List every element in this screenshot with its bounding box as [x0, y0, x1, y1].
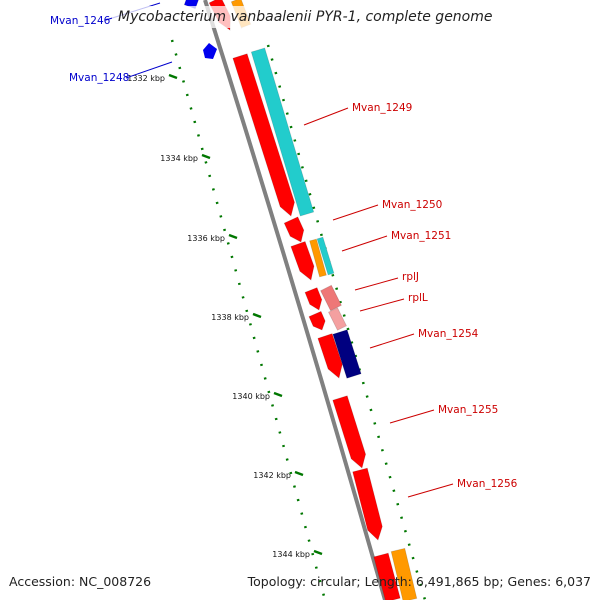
- feature-pink: [320, 284, 342, 312]
- gene-arrow-mvan-1249: [232, 53, 295, 217]
- kbp-tick-label: 1334 kbp: [160, 154, 198, 163]
- kbp-tick-mark: [294, 470, 304, 477]
- gene-label-leader-mvan-1254: [369, 333, 415, 349]
- accession-label: Accession: NC_008726: [9, 574, 152, 589]
- genome-backbone: [203, 0, 387, 600]
- gene-arrow-rplj: [304, 287, 323, 311]
- kbp-tick-label: 1344 kbp: [272, 550, 310, 559]
- kbp-tick-mark: [313, 549, 323, 556]
- kbp-tick-label: 1340 kbp: [232, 392, 270, 401]
- gene-label-mvan-1248: Mvan_1248: [69, 72, 129, 84]
- kbp-tick-mark: [201, 153, 211, 160]
- gene-label-leader-mvan-1250: [332, 204, 379, 221]
- kbp-tick-mark: [228, 233, 238, 240]
- feature-orange: [309, 238, 327, 278]
- kbp-tick-mark: [273, 391, 283, 398]
- gene-label-mvan-1249: Mvan_1249: [352, 102, 412, 114]
- gene-arrow-rplj: [308, 310, 326, 331]
- gene-label-mvan-1246: Mvan_1246: [50, 15, 111, 27]
- inner-dotted-ring: [266, 44, 427, 600]
- gene-label-leader-mvan-1256: [407, 483, 454, 498]
- genome-summary: Topology: circular; Length: 6,491,865 bp…: [247, 574, 591, 589]
- feature-pink: [327, 307, 348, 331]
- feature-cyan: [316, 236, 335, 276]
- gene-label-mvan-1254: Mvan_1254: [418, 328, 479, 340]
- title-backdrop: [112, 6, 484, 28]
- kbp-tick-label: 1336 kbp: [187, 234, 225, 243]
- gene-arrow-blue: [203, 43, 217, 59]
- kbp-tick-label: 1342 kbp: [253, 471, 291, 480]
- gene-arrow-mvan-1251: [290, 240, 315, 281]
- gene-label-mvan-1256: Mvan_1256: [457, 478, 518, 490]
- gene-label-leader-rplj: [354, 277, 399, 291]
- gene-label-mvan-1250: Mvan_1250: [382, 199, 442, 211]
- gene-label-rplj: rplJ: [402, 271, 419, 283]
- gene-arrow-mvan-1255: [332, 395, 367, 469]
- kbp-tick-label: 1332 kbp: [127, 74, 165, 83]
- gene-label-leader-mvan-1248: [125, 61, 173, 79]
- feature-orange: [390, 547, 418, 600]
- genome-title: Mycobacterium vanbaalenii PYR-1, complet…: [118, 9, 493, 25]
- gene-arrow: [373, 552, 401, 600]
- gene-arrow-mvan-1250: [283, 216, 305, 243]
- feature-navy: [332, 329, 362, 379]
- gene-label-mvan-1251: Mvan_1251: [391, 230, 451, 242]
- gene-label-rpll: rplL: [408, 292, 428, 304]
- gene-label-leader-mvan-1249: [303, 107, 349, 126]
- kbp-tick-mark: [252, 312, 262, 319]
- kbp-tick-mark: [168, 73, 178, 80]
- gene-label-leader-mvan-1255: [389, 409, 435, 424]
- kbp-tick-label: 1338 kbp: [211, 313, 249, 322]
- gene-arrow-mvan-1254: [317, 333, 343, 379]
- gene-label-leader-rpll: [359, 298, 405, 312]
- gene-label-mvan-1255: Mvan_1255: [438, 404, 498, 416]
- gene-label-leader-mvan-1251: [341, 235, 388, 252]
- feature-cyan: [250, 47, 315, 217]
- gene-arrow-mvan-1256: [352, 467, 383, 541]
